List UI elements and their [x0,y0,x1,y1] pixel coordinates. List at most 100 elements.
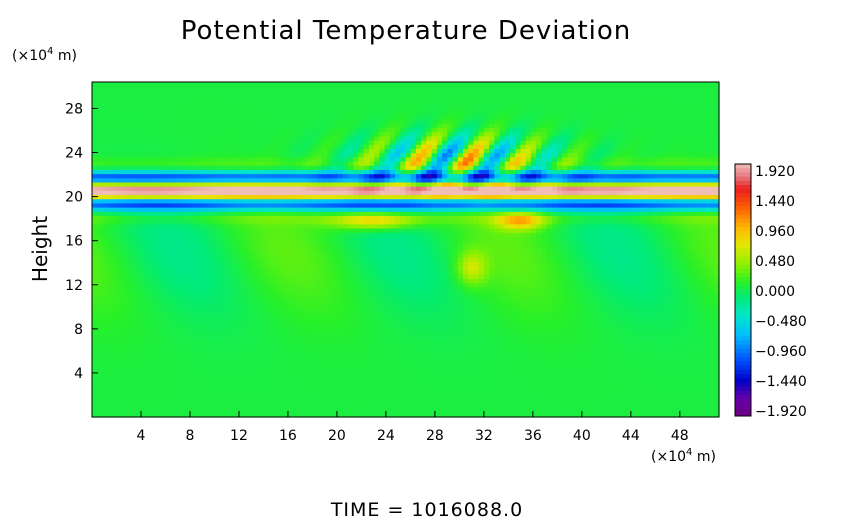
heatmap-cell [159,224,166,230]
heatmap-cell [92,161,98,167]
heatmap-cell [546,136,553,142]
heatmap-cell [546,216,553,221]
heatmap-cell [295,82,302,87]
heatmap-cell [342,249,349,255]
heatmap-cell [337,236,344,242]
heatmap-cell [159,203,166,209]
heatmap-cell [274,115,281,121]
heatmap-cell [651,211,657,217]
heatmap-cell [708,128,715,133]
heatmap-cell [311,186,318,192]
heatmap-cell [703,178,710,184]
heatmap-cell [405,149,412,154]
heatmap-cell [321,161,328,167]
heatmap-cell [415,228,422,234]
heatmap-cell [515,128,522,133]
heatmap-cell [489,241,495,246]
heatmap-cell [389,157,396,163]
heatmap-cell [468,144,475,150]
heatmap-cell [410,111,417,117]
heatmap-cell [139,220,145,225]
heatmap-cell [212,195,218,200]
heatmap-cell [442,174,448,179]
heatmap-cell [400,165,407,171]
heatmap-cell [567,111,574,117]
heatmap-cell [353,82,360,87]
heatmap-cell [368,123,375,129]
heatmap-cell [468,211,475,217]
heatmap-cell [368,224,375,230]
heatmap-cell [478,186,485,192]
heatmap-cell [175,115,182,121]
heatmap-cell [410,253,417,259]
heatmap-cell [264,211,271,217]
heatmap-cell [259,82,266,87]
heatmap-cell [212,182,218,188]
heatmap-cell [180,107,187,112]
heatmap-cell [698,199,704,205]
heatmap-cell [295,216,302,221]
heatmap-cell [630,199,636,205]
heatmap-cell [572,153,579,158]
heatmap-cell [536,132,542,138]
heatmap-cell [368,128,375,133]
heatmap-cell [222,228,229,234]
heatmap-cell [217,232,224,238]
heatmap-cell [666,224,673,230]
heatmap-cell [562,236,569,242]
heatmap-cell [170,132,177,138]
heatmap-cell [112,190,119,196]
heatmap-cell [645,190,652,196]
heatmap-cell [520,98,527,104]
heatmap-cell [301,115,307,121]
heatmap-cell [133,182,140,188]
heatmap-cell [264,86,271,91]
heatmap-cell [405,203,412,209]
heatmap-cell [609,119,616,125]
heatmap-cell [536,107,542,112]
heatmap-cell [426,86,433,91]
heatmap-cell [436,228,443,234]
heatmap-cell [619,153,626,158]
heatmap-cell [651,149,657,154]
heatmap-cell [368,82,375,87]
heatmap-cell [489,224,495,230]
heatmap-cell [363,245,370,251]
heatmap-cell [342,241,349,246]
heatmap-cell [577,216,584,221]
heatmap-cell [598,211,605,217]
heatmap-cell [619,82,626,87]
heatmap-cell [536,190,542,196]
heatmap-cell [264,82,271,87]
heatmap-cell [327,119,333,125]
heatmap-cell [102,82,109,87]
heatmap-cell [128,115,135,121]
heatmap-cell [327,149,333,154]
heatmap-cell [186,241,192,246]
heatmap-cell [656,140,663,146]
heatmap-cell [483,119,490,125]
heatmap-cell [321,220,328,225]
heatmap-cell [713,174,720,179]
heatmap-cell [692,136,699,142]
heatmap-cell [708,90,715,96]
heatmap-cell [656,169,663,175]
heatmap-cell [624,157,631,163]
heatmap-cell [557,144,563,150]
heatmap-cell [222,249,229,255]
heatmap-cell [651,107,657,112]
heatmap-cell [348,149,354,154]
heatmap-cell [363,236,370,242]
heatmap-cell [97,140,104,146]
heatmap-cell [238,98,245,104]
heatmap-cell [264,161,271,167]
heatmap-cell [562,174,569,179]
heatmap-cell [301,249,307,255]
heatmap-cell [368,90,375,96]
heatmap-cell [102,153,109,158]
heatmap-cell [269,182,276,188]
heatmap-cell [274,165,281,171]
heatmap-cell [348,186,354,192]
heatmap-cell [321,165,328,171]
heatmap-cell [572,94,579,100]
